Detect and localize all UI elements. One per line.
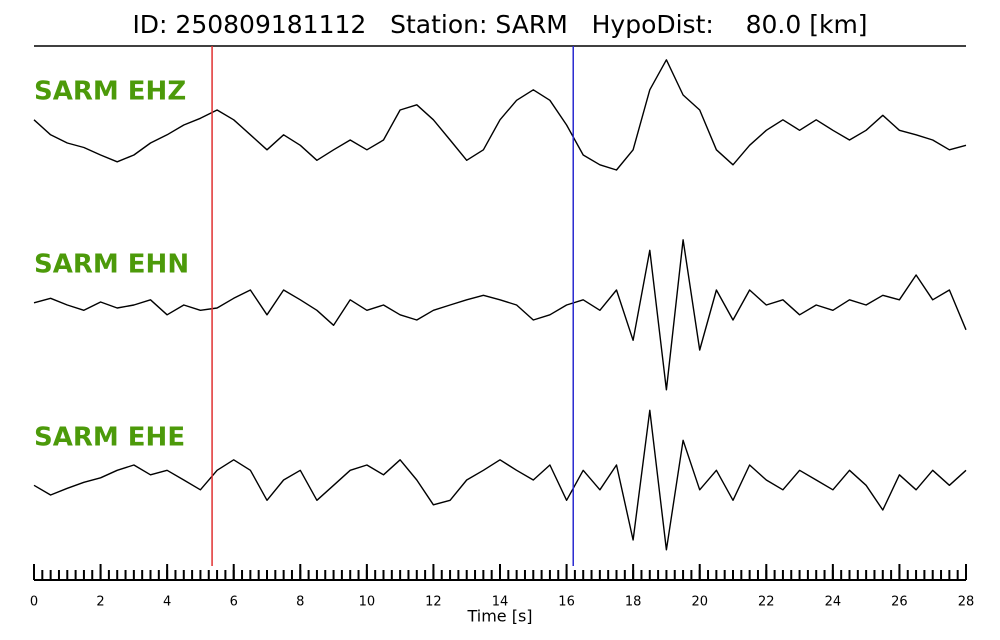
trace-label: SARM EHN	[34, 250, 189, 280]
x-tick-label: 10	[359, 595, 376, 610]
x-tick-label: 24	[825, 595, 842, 610]
waveform	[33, 59, 967, 171]
x-tick-label: 28	[958, 595, 975, 610]
x-tick-label: 0	[30, 595, 38, 610]
x-tick-label: 14	[492, 595, 509, 610]
waveform	[33, 239, 967, 391]
x-tick-label: 26	[891, 595, 908, 610]
trace-label: SARM EHZ	[34, 77, 186, 107]
x-tick-label: 16	[558, 595, 575, 610]
chart-title: ID: 250809181112 Station: SARM HypoDist:…	[132, 10, 867, 39]
trace-label: SARM EHE	[34, 423, 185, 453]
waveform	[33, 409, 967, 551]
x-tick-label: 2	[96, 595, 104, 610]
x-tick-label: 8	[296, 595, 304, 610]
x-tick-label: 6	[230, 595, 238, 610]
x-tick-label: 12	[425, 595, 442, 610]
x-axis-label: Time [s]	[466, 607, 532, 626]
x-tick-label: 22	[758, 595, 775, 610]
x-tick-label: 20	[691, 595, 708, 610]
x-tick-label: 4	[163, 595, 171, 610]
x-tick-label: 18	[625, 595, 642, 610]
